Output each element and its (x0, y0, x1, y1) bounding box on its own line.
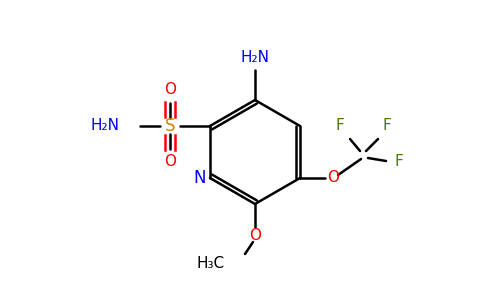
Text: H₂N: H₂N (91, 118, 120, 134)
Text: N: N (194, 169, 206, 187)
Text: F: F (394, 154, 403, 169)
Text: F: F (383, 118, 392, 134)
Text: O: O (249, 229, 261, 244)
Text: O: O (327, 170, 339, 185)
Text: O: O (164, 154, 176, 169)
Text: F: F (336, 118, 345, 134)
Text: H₃C: H₃C (197, 256, 225, 272)
Text: O: O (164, 82, 176, 98)
Text: S: S (165, 117, 175, 135)
Text: H₂N: H₂N (241, 50, 270, 65)
